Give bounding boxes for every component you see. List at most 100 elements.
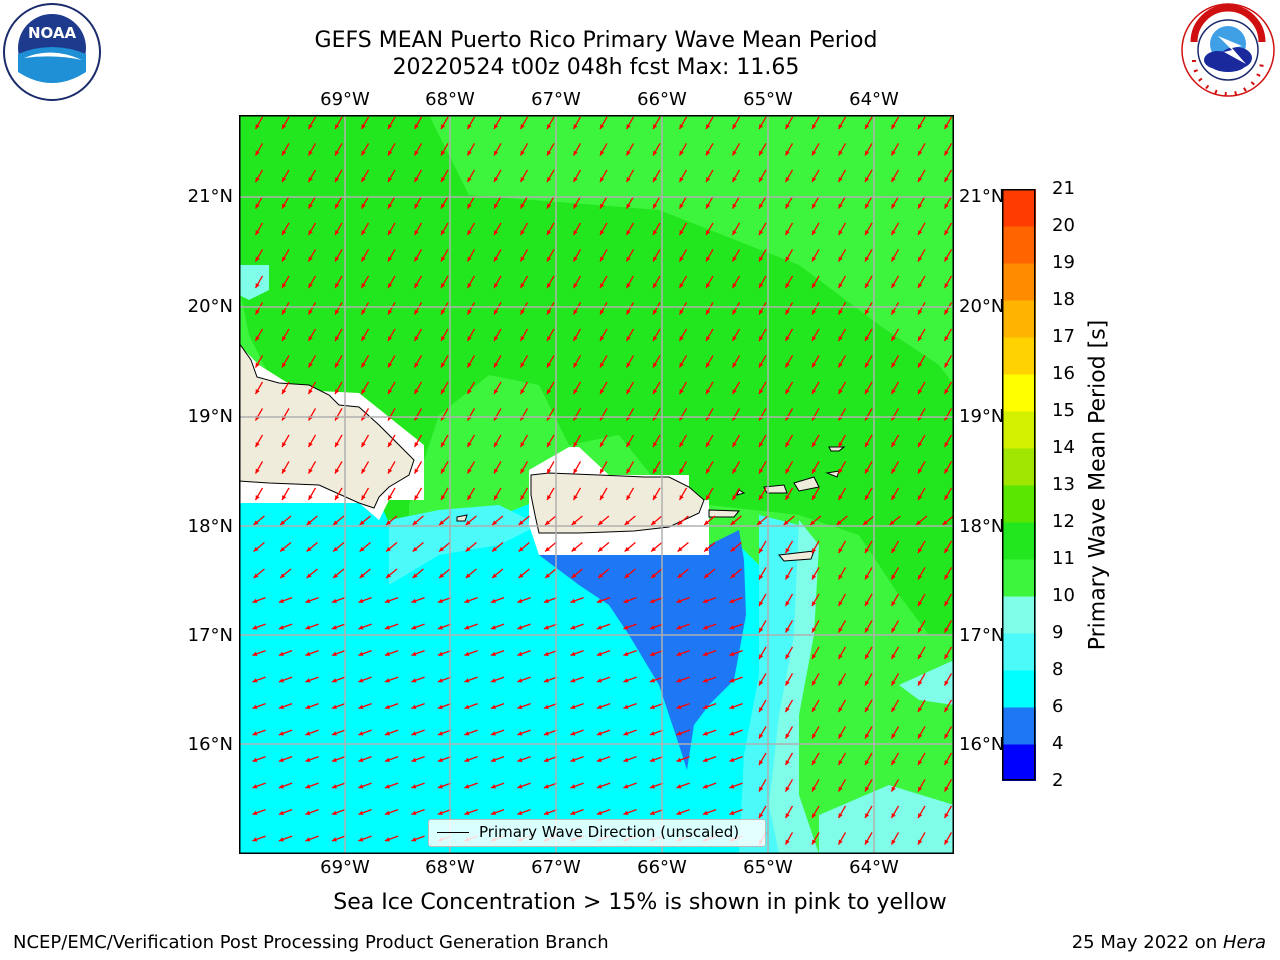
wave-arrow-head: [305, 810, 311, 815]
wave-arrow-head: [706, 256, 711, 262]
wave-arrow-head: [596, 625, 602, 630]
wave-arrow-head: [333, 546, 338, 552]
wave-arrow-head: [596, 704, 602, 709]
wave-arrow-head: [280, 520, 285, 525]
wave-arrow-head: [785, 336, 790, 342]
wave-arrow-head: [676, 757, 682, 762]
wave-arrow-head: [388, 283, 393, 289]
wave-arrow-head: [596, 757, 602, 762]
wave-arrow-head: [464, 598, 470, 603]
wave-arrow-head: [732, 230, 737, 236]
wave-arrow-head: [653, 468, 658, 474]
wave-arrow-head: [333, 573, 338, 578]
wave-arrow-head: [388, 468, 393, 474]
colorbar-tick-label: 21: [1052, 178, 1075, 199]
wave-arrow-head: [282, 495, 287, 501]
wave-arrow-head: [649, 731, 655, 736]
wave-arrow-head: [729, 678, 735, 683]
wave-arrow-head: [785, 813, 790, 819]
wave-arrow-head: [411, 731, 417, 736]
wave-arrow-head: [520, 442, 525, 448]
wave-arrow-head: [335, 150, 340, 156]
wave-arrow-head: [517, 678, 523, 683]
wave-arrow-head: [520, 150, 525, 156]
wave-arrow-head: [520, 177, 525, 183]
wave-arrow-head: [520, 256, 525, 262]
wave-arrow-head: [517, 651, 523, 656]
wave-arrow-head: [812, 442, 817, 448]
wave-arrow-head: [706, 124, 711, 130]
colorbar-tick-label: 15: [1052, 400, 1075, 421]
wave-arrow-head: [891, 468, 896, 474]
wave-arrow-head: [812, 574, 817, 580]
wave-arrow-head: [388, 362, 393, 368]
wave-arrow-head: [706, 362, 711, 368]
wave-arrow-head: [494, 124, 499, 130]
wave-arrow-head: [335, 468, 340, 474]
wave-arrow-head: [891, 150, 896, 156]
wave-arrow-head: [308, 468, 313, 474]
wave-arrow-head: [331, 810, 337, 815]
wave-arrow-head: [944, 680, 949, 686]
wave-arrow-head: [414, 309, 419, 315]
wave-arrow-head: [490, 784, 496, 789]
wave-arrow-head: [812, 813, 817, 819]
wave-arrow-head: [944, 813, 949, 819]
wave-arrow-head: [517, 704, 523, 709]
wave-arrow-head: [359, 546, 365, 552]
wave-arrow-head: [278, 837, 284, 842]
wave-arrow-head: [384, 651, 390, 656]
wave-arrow-head: [679, 389, 684, 395]
wave-arrow-head: [653, 203, 658, 209]
wave-arrow-head: [467, 283, 472, 289]
wave-arrow-head: [706, 150, 711, 156]
wave-arrow-head: [520, 124, 525, 130]
lon-label-top: 65°W: [743, 89, 793, 110]
colorbar-segment: [1002, 559, 1036, 597]
wave-arrow-head: [759, 680, 764, 686]
lon-label-bottom: 66°W: [637, 857, 687, 878]
wave-arrow-head: [649, 598, 655, 603]
wave-arrow-head: [494, 177, 499, 183]
wave-arrow-head: [414, 124, 419, 130]
wave-arrow-head: [891, 760, 896, 766]
wave-arrow-head: [944, 124, 949, 130]
wave-arrow-head: [464, 678, 470, 683]
wave-arrow-head: [759, 362, 764, 368]
wave-arrow-head: [282, 389, 287, 395]
wave-arrow-head: [543, 810, 549, 815]
wave-arrow-head: [571, 573, 577, 578]
wave-arrow-head: [785, 786, 790, 792]
wave-arrow-head: [812, 124, 817, 130]
wave-arrow-head: [676, 678, 682, 683]
wave-arrow-head: [706, 442, 711, 448]
wave-arrow-head: [600, 177, 605, 183]
wave-arrow-head: [838, 203, 843, 209]
wave-arrow-head: [494, 336, 499, 342]
wave-arrow-head: [732, 150, 737, 156]
wave-arrow-head: [891, 495, 896, 501]
wave-arrow-head: [282, 309, 287, 315]
graticule: [239, 115, 954, 854]
noaa-logo: NOAA: [3, 3, 101, 101]
wave-arrow-head: [651, 520, 656, 525]
lon-label-bottom: 65°W: [743, 857, 793, 878]
wave-arrow-head: [388, 124, 393, 130]
wave-arrow-head: [278, 651, 284, 656]
wave-arrow-head: [759, 654, 764, 660]
wave-arrow-head: [759, 283, 764, 289]
wave-arrow-head: [255, 256, 260, 262]
wave-arrow-head: [545, 573, 550, 578]
legend-line-swatch: [437, 832, 469, 833]
wave-arrow-head: [732, 389, 737, 395]
wave-arrow-head: [838, 336, 843, 342]
wave-arrow-head: [838, 760, 843, 766]
wave-arrow-head: [596, 784, 602, 789]
wave-arrow-head: [600, 203, 605, 209]
colorbar-segment: [1002, 374, 1036, 412]
wave-arrow-head: [437, 784, 443, 789]
wave-arrow-head: [464, 757, 470, 762]
wave-arrow-head: [331, 704, 337, 709]
wave-arrow-head: [944, 362, 949, 368]
wave-arrow-head: [891, 654, 896, 660]
